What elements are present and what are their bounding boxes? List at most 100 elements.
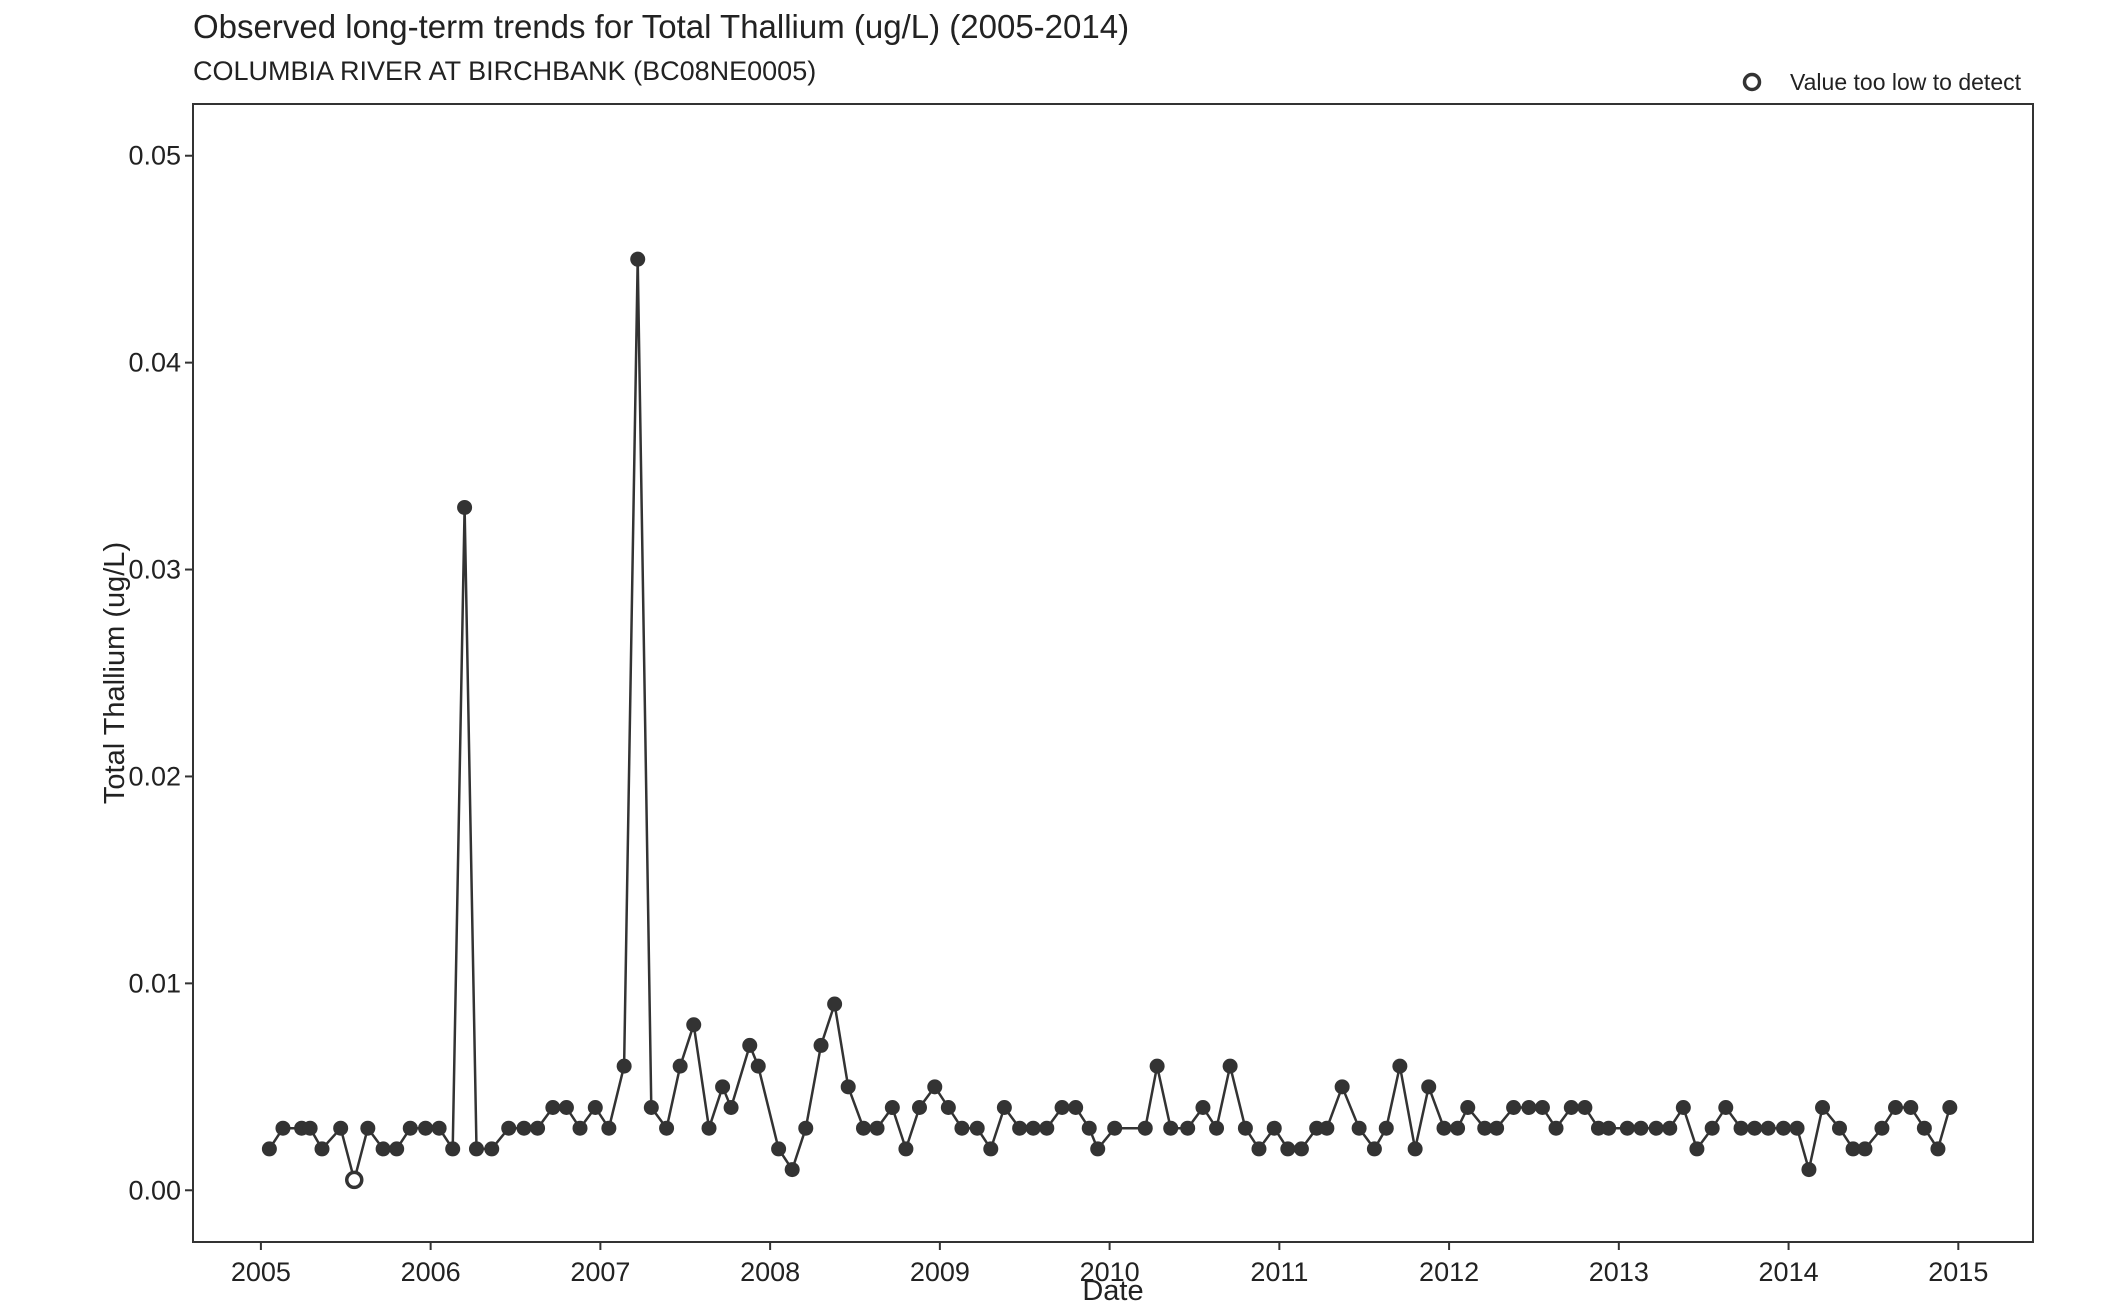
data-point — [1460, 1100, 1476, 1116]
data-point — [715, 1079, 731, 1095]
data-point — [672, 1058, 688, 1074]
data-point — [402, 1120, 418, 1136]
data-point — [572, 1120, 588, 1136]
x-tick-label: 2008 — [740, 1257, 800, 1287]
x-tick-label: 2007 — [570, 1257, 630, 1287]
data-point — [1747, 1120, 1763, 1136]
x-tick-label: 2006 — [401, 1257, 461, 1287]
data-point — [884, 1100, 900, 1116]
x-tick-label: 2009 — [910, 1257, 970, 1287]
data-point — [545, 1100, 561, 1116]
data-point — [1648, 1120, 1664, 1136]
data-point — [1293, 1141, 1309, 1157]
data-point — [616, 1058, 632, 1074]
data-point — [1068, 1100, 1084, 1116]
data-point — [1718, 1100, 1734, 1116]
data-point — [1489, 1120, 1505, 1136]
data-point — [940, 1100, 956, 1116]
data-point — [1266, 1120, 1282, 1136]
data-point — [1137, 1120, 1153, 1136]
data-point — [1039, 1120, 1055, 1136]
data-point — [1149, 1058, 1165, 1074]
legend-open-circle-marker — [1742, 72, 1762, 92]
y-tick-label: 0.04 — [128, 348, 181, 378]
data-point — [927, 1079, 943, 1095]
data-point — [1888, 1100, 1904, 1116]
data-point — [516, 1120, 532, 1136]
data-point — [1319, 1120, 1335, 1136]
data-point — [813, 1037, 829, 1053]
data-point — [1450, 1120, 1466, 1136]
data-point — [418, 1120, 434, 1136]
data-point — [983, 1141, 999, 1157]
chart-subtitle: COLUMBIA RIVER AT BIRCHBANK (BC08NE0005) — [193, 56, 817, 86]
data-point — [1789, 1120, 1805, 1136]
data-point — [1195, 1100, 1211, 1116]
x-tick-label: 2005 — [231, 1257, 291, 1287]
data-point — [1563, 1100, 1579, 1116]
data-point — [1280, 1141, 1296, 1157]
x-axis: 2005 2006 2007 2008 2009 2010 2011 2012 2013 2014… — [231, 1242, 1988, 1287]
data-point — [1760, 1120, 1776, 1136]
data-point — [1857, 1141, 1873, 1157]
data-point — [1180, 1120, 1196, 1136]
data-point — [375, 1141, 391, 1157]
data-point — [954, 1120, 970, 1136]
data-point — [1012, 1120, 1028, 1136]
data-point — [484, 1141, 500, 1157]
data-point — [558, 1100, 574, 1116]
data-point — [1942, 1100, 1958, 1116]
data-point — [1930, 1141, 1946, 1157]
data-point — [784, 1162, 800, 1178]
data-point — [530, 1120, 546, 1136]
y-tick-label: 0.05 — [128, 141, 181, 171]
data-point — [1845, 1141, 1861, 1157]
data-point — [771, 1141, 787, 1157]
y-tick-label: 0.00 — [128, 1175, 181, 1205]
data-point — [1704, 1120, 1720, 1136]
data-point — [996, 1100, 1012, 1116]
data-point — [1090, 1141, 1106, 1157]
data-point — [1521, 1100, 1537, 1116]
data-point — [969, 1120, 985, 1136]
y-tick-label: 0.02 — [128, 761, 181, 791]
y-axis: 0.00 0.01 0.02 0.03 0.04 0.05 — [128, 141, 193, 1205]
y-tick-label: 0.01 — [128, 968, 181, 998]
data-point — [630, 251, 646, 267]
data-point — [1334, 1079, 1350, 1095]
x-axis-title: Date — [1082, 1275, 1143, 1307]
data-point — [1163, 1120, 1179, 1136]
data-point — [1662, 1120, 1678, 1136]
data-point — [1506, 1100, 1522, 1116]
data-point — [1477, 1120, 1493, 1136]
data-point — [601, 1120, 617, 1136]
data-point — [911, 1100, 927, 1116]
data-point — [360, 1120, 376, 1136]
data-point — [1025, 1120, 1041, 1136]
data-point — [1831, 1120, 1847, 1136]
data-point — [898, 1141, 914, 1157]
plot-frame — [192, 103, 2034, 1243]
data-point — [742, 1037, 758, 1053]
series-layer — [261, 251, 1958, 1190]
data-point — [275, 1120, 291, 1136]
data-point — [798, 1120, 814, 1136]
data-point — [1222, 1058, 1238, 1074]
data-point — [333, 1120, 349, 1136]
data-point — [445, 1141, 461, 1157]
data-point — [855, 1120, 871, 1136]
x-tick-label: 2010 — [1080, 1257, 1140, 1287]
data-point — [1534, 1100, 1550, 1116]
data-point — [1815, 1100, 1831, 1116]
data-point — [1392, 1058, 1408, 1074]
data-point — [1633, 1120, 1649, 1136]
data-point — [659, 1120, 675, 1136]
data-point — [1054, 1100, 1070, 1116]
data-point — [1436, 1120, 1452, 1136]
data-point — [1548, 1120, 1564, 1136]
data-point — [840, 1079, 856, 1095]
data-point — [1675, 1100, 1691, 1116]
data-point — [686, 1017, 702, 1033]
